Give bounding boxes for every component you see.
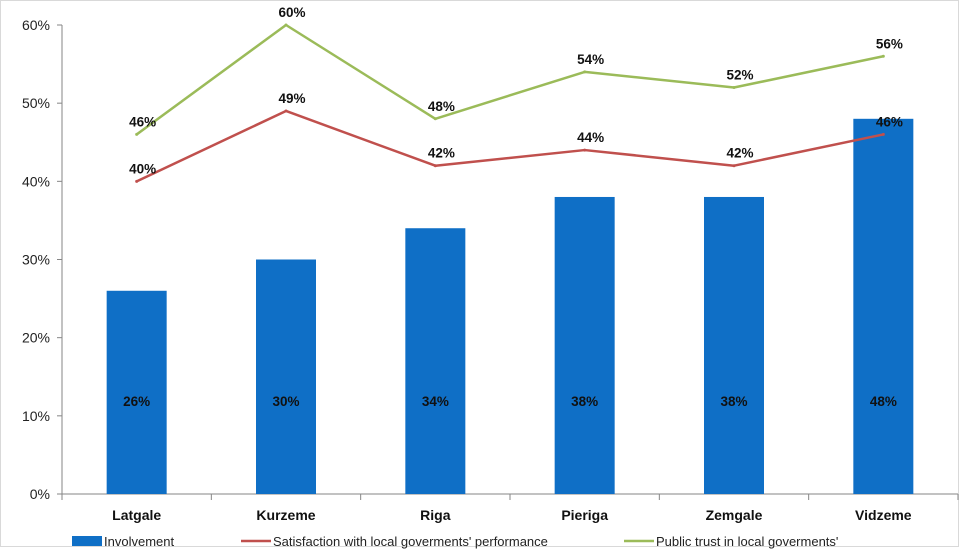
x-tick-label: Zemgale: [706, 507, 763, 523]
satisfaction-point: [583, 148, 587, 152]
bar-involvement: [853, 118, 914, 495]
bar-involvement: [405, 228, 466, 494]
y-tick-label: 60%: [22, 17, 50, 33]
public-trust-data-label: 52%: [726, 68, 753, 83]
bar-involvement: [704, 196, 764, 494]
legend-involvement-swatch: [72, 536, 102, 546]
bar-data-label: 34%: [422, 394, 449, 409]
y-tick-label: 0%: [30, 486, 50, 502]
public-trust-point: [732, 86, 736, 90]
public-trust-point: [881, 54, 885, 58]
x-tick-label: Riga: [420, 507, 451, 523]
public-trust-data-label: 56%: [876, 36, 903, 51]
bar-data-label: 30%: [272, 394, 299, 409]
satisfaction-data-label: 40%: [129, 161, 156, 176]
public-trust-line: [135, 23, 884, 136]
public-trust-data-label: 48%: [428, 99, 455, 114]
satisfaction-data-label: 46%: [876, 114, 903, 129]
bar-data-label: 48%: [870, 394, 897, 409]
legend-involvement-label: Involvement: [104, 534, 174, 549]
y-tick-label: 20%: [22, 330, 50, 346]
legend-public-trust-label: Public trust in local goverments': [656, 534, 838, 549]
bar-data-label: 26%: [123, 394, 150, 409]
public-trust-data-label: 54%: [577, 52, 604, 67]
bar-involvement: [554, 196, 615, 494]
satisfaction-data-label: 49%: [278, 91, 305, 106]
y-tick-label: 30%: [22, 252, 50, 268]
y-tick-label: 10%: [22, 408, 50, 424]
satisfaction-point: [135, 179, 139, 183]
public-trust-point: [583, 70, 587, 74]
satisfaction-point: [433, 164, 437, 168]
y-tick-label: 40%: [22, 173, 50, 189]
satisfaction-point: [881, 132, 885, 136]
satisfaction-data-label: 42%: [726, 146, 753, 161]
satisfaction-line: [136, 109, 884, 183]
public-trust-point: [135, 132, 139, 136]
bar-data-label: 38%: [571, 394, 598, 409]
public-trust-point: [433, 117, 437, 121]
x-tick-label: Kurzeme: [256, 507, 315, 523]
satisfaction-point: [732, 164, 736, 168]
x-tick-label: Vidzeme: [855, 507, 912, 523]
x-tick-label: Latgale: [112, 507, 161, 523]
legend-satisfaction-label: Satisfaction with local goverments' perf…: [273, 534, 548, 549]
bar-data-label: 38%: [720, 394, 747, 409]
x-tick-label: Pieriga: [561, 507, 608, 523]
satisfaction-point: [284, 109, 288, 113]
bar-involvement: [106, 290, 167, 494]
public-trust-data-label: 46%: [129, 114, 156, 129]
public-trust-data-label: 60%: [278, 5, 305, 20]
bar-involvement: [256, 259, 316, 494]
y-tick-label: 50%: [22, 95, 50, 111]
public-trust-point: [284, 23, 288, 27]
satisfaction-data-label: 44%: [577, 130, 604, 145]
satisfaction-data-label: 42%: [428, 146, 455, 161]
